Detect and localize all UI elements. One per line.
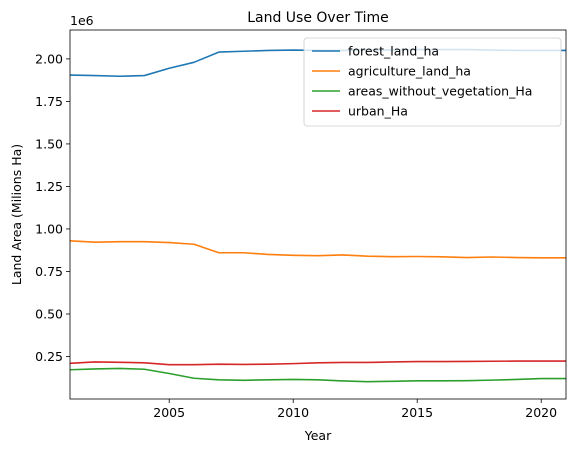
- y-tick-label: 0.75: [35, 264, 63, 279]
- y-axis-label: Land Area (Milions Ha): [9, 144, 24, 285]
- plot-frame: [69, 29, 567, 400]
- chart-title: Land Use Over Time: [247, 10, 389, 26]
- y-tick-label: 1.25: [35, 179, 63, 194]
- legend: forest_land_ha agriculture_land_ha areas_w…: [303, 37, 562, 127]
- y-tick-label: 1.50: [35, 136, 63, 151]
- y-tick-label: 2.00: [35, 51, 63, 66]
- legend-label-urban_Ha: urban_Ha: [348, 104, 408, 119]
- y-tick-label: 0.25: [35, 349, 63, 364]
- series-line-areas_without_vegetation_Ha: [69, 367, 566, 383]
- x-tick-label: 2010: [277, 405, 309, 420]
- series-line-agriculture_land_ha: [69, 240, 566, 259]
- y-tick-label: 0.50: [35, 306, 63, 321]
- y-tick-label: 1.75: [35, 94, 63, 109]
- x-tick-label: 2020: [525, 405, 557, 420]
- x-tick-label: 2015: [401, 405, 433, 420]
- x-axis: 2005 2010 2015 2020: [153, 399, 557, 420]
- legend-box: [303, 37, 562, 127]
- y-axis-offset-label: 1e6: [70, 13, 94, 28]
- x-axis-label: Year: [304, 428, 332, 443]
- y-axis: 0.25 0.50 0.75 1.00 1.25 1.50 1.75 2.00: [35, 51, 70, 364]
- series-line-urban_Ha: [69, 360, 566, 366]
- x-tick-label: 2005: [153, 405, 185, 420]
- legend-label-agriculture_land_ha: agriculture_land_ha: [348, 64, 471, 79]
- y-tick-label: 1.00: [35, 221, 63, 236]
- legend-label-forest_land_ha: forest_land_ha: [348, 44, 439, 59]
- legend-label-areas_without_vegetation_Ha: areas_without_vegetation_Ha: [348, 84, 532, 99]
